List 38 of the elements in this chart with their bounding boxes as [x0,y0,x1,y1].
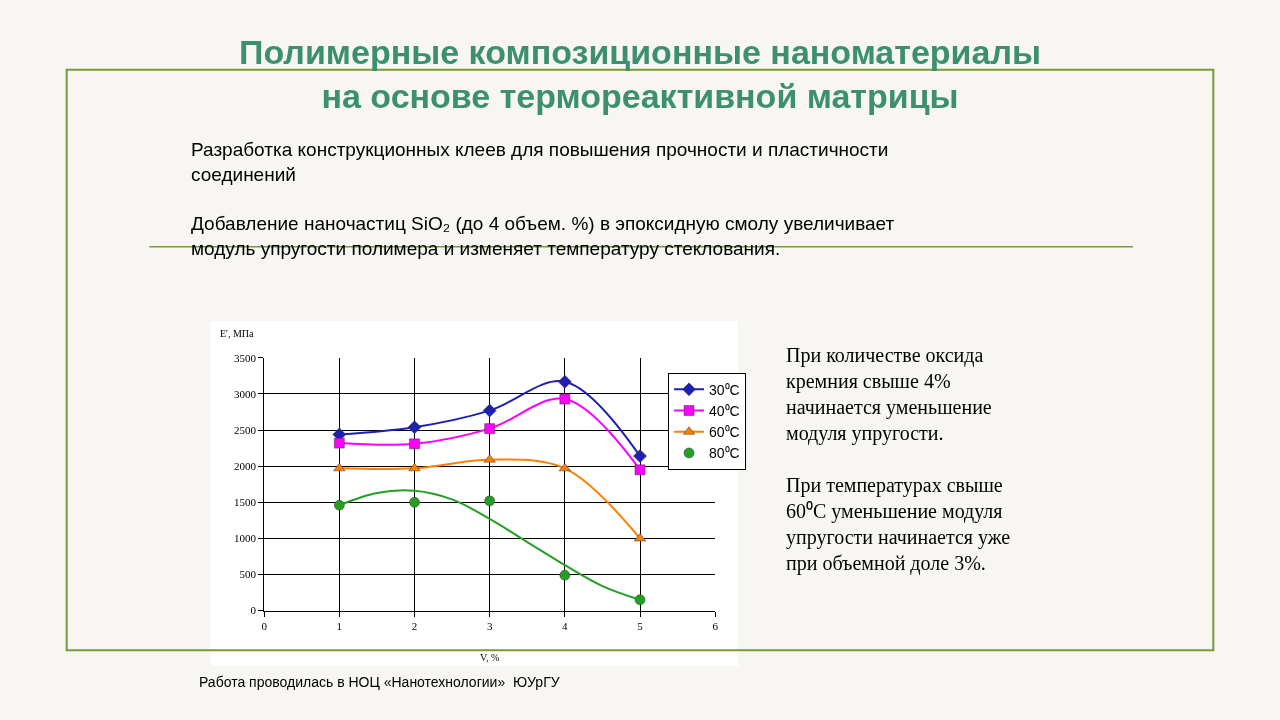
x-tick-label: 4 [562,619,569,632]
x-axis-title: V, % [480,652,500,663]
legend-label: 60⁰C [709,424,740,441]
y-tick-label: 1000 [233,532,257,545]
point [634,464,646,476]
point [334,499,345,511]
point [484,495,495,507]
y-tick-label: 500 [239,568,257,581]
point [407,420,422,434]
point [484,423,495,434]
point [633,449,647,463]
point [409,438,420,450]
point [559,393,571,405]
point [482,403,497,418]
x-tick-label: 0 [261,619,268,632]
x-tick-label: 1 [336,619,343,632]
point [559,570,571,581]
legend-label: 80⁰C [709,445,740,462]
x-tick-label: 5 [637,619,644,632]
y-tick-label: 1500 [233,496,257,509]
point [634,594,646,606]
y-tick-label: 0 [250,604,257,617]
legend-label: 30⁰C [709,381,740,398]
point [558,374,572,389]
x-tick-label: 6 [712,619,719,632]
y-tick-label: 2000 [233,460,257,473]
text: Работа проводилась в НОЦ «Нанотехнологии» ЮУрГУ [199,674,560,690]
legend-label: 40⁰C [709,403,740,419]
point [334,437,345,449]
chart-title: Полимерные композиционные наноматериалы на основе термореактивной матрицы [239,33,1042,116]
y-axis-title: E', МПа [220,328,255,339]
y-tick-label: 3500 [233,351,257,364]
x-tick-label: 2 [411,619,418,632]
y-tick-label: 3000 [233,387,257,400]
x-tick-label: 3 [486,619,493,632]
point [409,497,420,508]
text: При количестве оксида кремния свыше 4% начинается уменьшение модуля упругости. При температурах свыше 60⁰С уменьшение модуля упругости начинается уже при объемной доле 3%. [786,344,1011,574]
y-tick-label: 2500 [233,423,257,436]
